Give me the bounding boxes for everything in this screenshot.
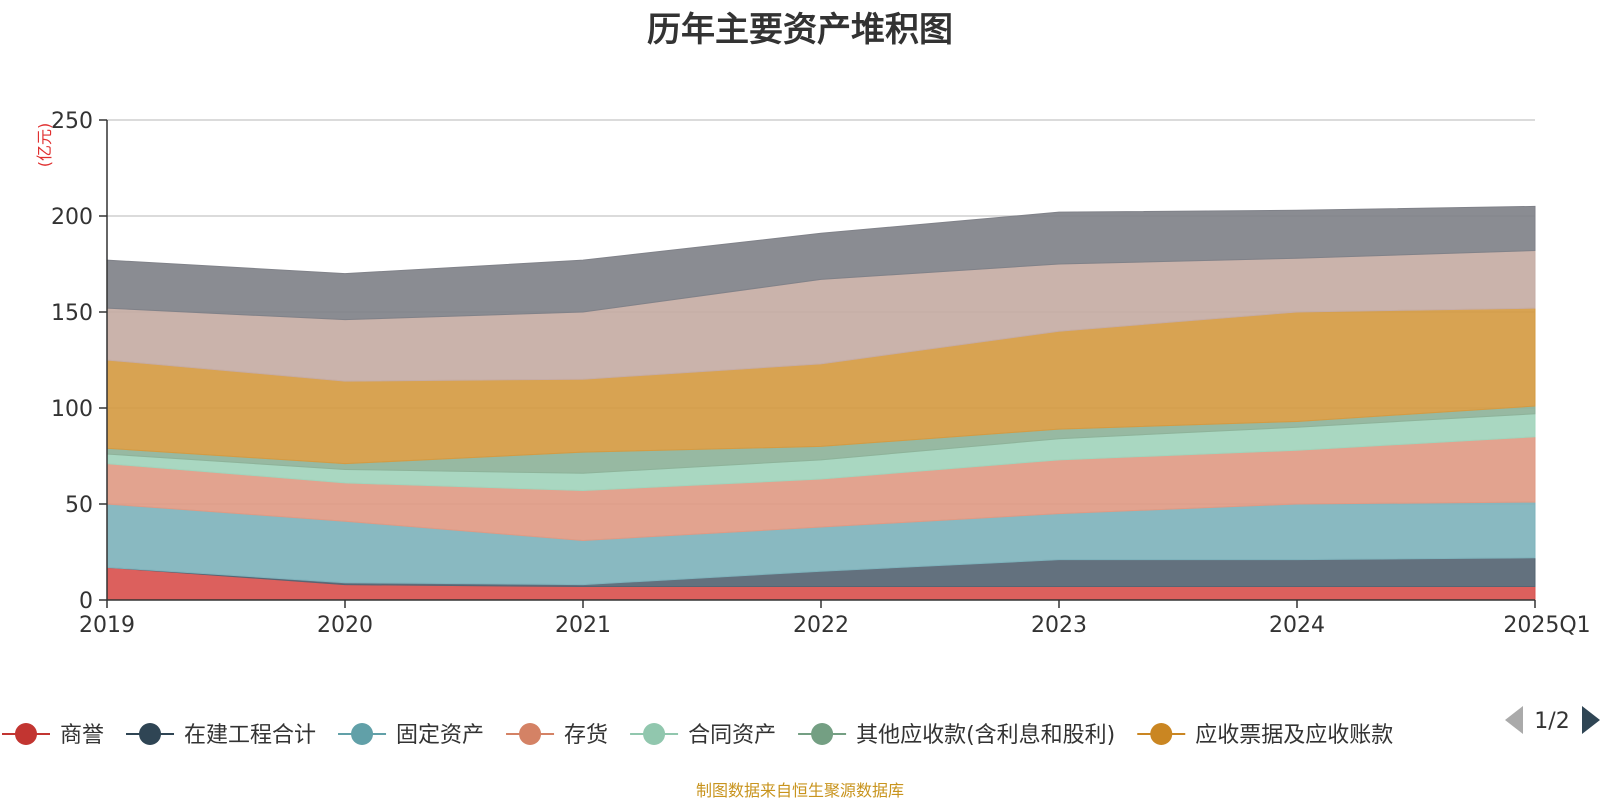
legend-item[interactable]: 商誉 xyxy=(2,723,104,748)
x-tick-label: 2024 xyxy=(1269,613,1325,638)
y-tick-label: 0 xyxy=(79,589,93,614)
chart-title: 历年主要资产堆积图 xyxy=(647,10,953,50)
legend: 商誉 在建工程合计 固定资产 存货 合同资产 其他应收款(含利息和股利) 应收票据及应收账款 xyxy=(2,723,1393,748)
legend-circle-marker xyxy=(643,723,666,745)
legend-item[interactable]: 存货 xyxy=(506,723,608,748)
legend-label: 存货 xyxy=(564,723,608,748)
legend-next-arrow-icon[interactable] xyxy=(1582,706,1600,734)
y-tick-label: 100 xyxy=(51,397,93,422)
legend-circle-marker xyxy=(15,723,37,745)
x-tick-label: 2021 xyxy=(555,613,611,638)
x-tick-label: 2022 xyxy=(793,613,849,638)
legend-item[interactable]: 应收票据及应收账款 xyxy=(1137,723,1393,748)
legend-circle-marker xyxy=(139,723,162,745)
y-axis-label: (亿元) xyxy=(35,123,54,168)
legend-circle-marker xyxy=(351,723,374,745)
y-tick-label: 200 xyxy=(51,205,93,230)
y-tick-label: 150 xyxy=(51,301,93,326)
legend-label: 商誉 xyxy=(60,723,104,748)
legend-label: 合同资产 xyxy=(688,723,776,748)
y-tick-label: 250 xyxy=(51,109,93,134)
data-source-note: 制图数据来自恒生聚源数据库 xyxy=(695,781,904,800)
x-tick-label: 2019 xyxy=(79,613,135,638)
legend-label: 其他应收款(含利息和股利) xyxy=(856,723,1115,748)
legend-prev-arrow-icon[interactable] xyxy=(1505,706,1523,734)
area-series-8 xyxy=(106,205,1536,321)
legend-page-indicator: 1/2 xyxy=(1534,709,1569,734)
legend-label: 在建工程合计 xyxy=(184,723,316,748)
axis-layer: 0 50 100 150 200 250 2019 2020 2021 2022 2023 2024 2… xyxy=(51,109,1591,638)
legend-item[interactable]: 在建工程合计 xyxy=(126,723,316,748)
legend-label: 固定资产 xyxy=(396,723,484,748)
area-layer xyxy=(106,205,1536,601)
legend-circle-marker xyxy=(1150,723,1173,745)
x-tick-label: 2023 xyxy=(1031,613,1087,638)
legend-item[interactable]: 固定资产 xyxy=(338,723,484,748)
legend-pager: 1/2 xyxy=(1505,706,1600,734)
legend-item[interactable]: 合同资产 xyxy=(630,723,776,748)
x-tick-label: 2025Q1 xyxy=(1503,613,1590,638)
legend-label: 应收票据及应收账款 xyxy=(1195,723,1393,748)
legend-circle-marker xyxy=(519,723,542,745)
legend-item[interactable]: 其他应收款(含利息和股利) xyxy=(798,723,1115,748)
x-tick-label: 2020 xyxy=(317,613,373,638)
y-tick-label: 50 xyxy=(65,493,93,518)
legend-circle-marker xyxy=(811,723,834,745)
